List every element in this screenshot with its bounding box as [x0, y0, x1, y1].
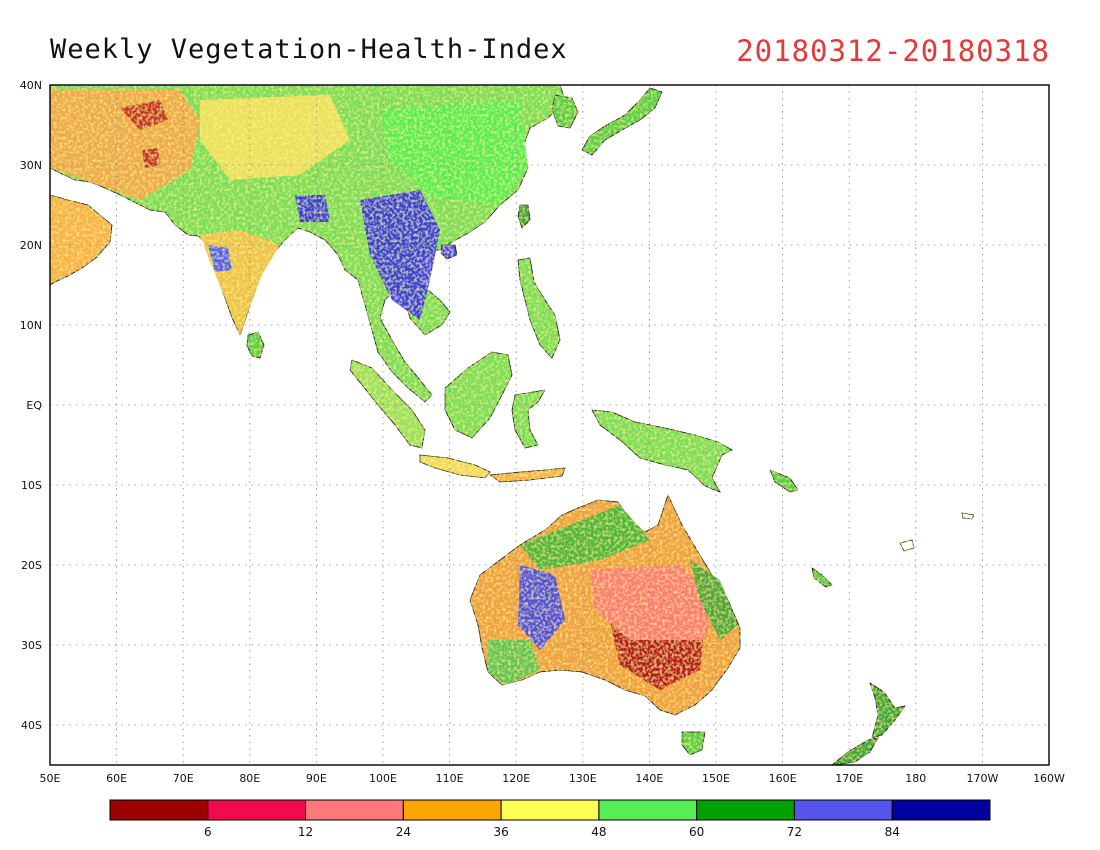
colorbar-swatch	[500, 799, 600, 821]
new-guinea	[591, 409, 733, 493]
lesser-sunda-islands	[488, 467, 566, 483]
new-zealand-south	[831, 737, 879, 765]
australia-west-blue	[518, 565, 565, 650]
colorbar-label: 48	[591, 825, 606, 839]
lat-tick-label: EQ	[26, 399, 42, 412]
lat-tick-label: 10N	[20, 319, 42, 332]
lon-tick-label: 50E	[40, 772, 61, 785]
east-china-green	[380, 100, 528, 205]
sri-lanka	[246, 331, 265, 359]
australia-southwest-green	[488, 640, 540, 685]
sulawesi	[511, 389, 546, 449]
fiji	[899, 539, 915, 552]
longitude-labels: 50E 60E 70E 80E 90E 100E 110E 120E 130E 140E 150E 1…	[40, 772, 1066, 785]
colorbar-label: 6	[204, 825, 212, 839]
australia-north-green	[520, 505, 650, 570]
java	[419, 454, 491, 479]
latitude-labels: 40N 30N 20N 10N EQ 10S 20S 30S 40S	[20, 79, 43, 732]
lon-tick-label: 110E	[436, 772, 464, 785]
lat-tick-label: 20N	[20, 239, 42, 252]
colorbar-swatch	[305, 799, 404, 821]
gridlines	[50, 85, 1049, 765]
map-content	[50, 85, 975, 765]
philippines	[517, 257, 561, 359]
colorbar-label: 36	[493, 825, 508, 839]
hainan	[440, 244, 458, 260]
colorbar-swatch	[696, 799, 795, 821]
lon-tick-label: 80E	[239, 772, 260, 785]
lon-tick-label: 100E	[369, 772, 397, 785]
sumatra	[349, 359, 426, 449]
colorbar-swatch	[598, 799, 698, 821]
lat-tick-label: 40S	[21, 719, 42, 732]
japan	[581, 87, 663, 156]
australia-pink	[590, 565, 715, 640]
arabia-landmass	[50, 194, 113, 286]
lon-tick-label: 90E	[306, 772, 327, 785]
tasmania	[681, 731, 706, 756]
red-patch-1	[120, 100, 168, 130]
india-blue-patch	[208, 245, 232, 272]
lon-tick-label: 170W	[966, 772, 998, 785]
lon-tick-label: 120E	[502, 772, 530, 785]
lat-tick-label: 10S	[21, 479, 42, 492]
map-title: Weekly Vegetation-Health-Index	[50, 34, 568, 65]
borneo	[444, 351, 513, 439]
tibet-yellow	[200, 95, 350, 180]
new-zealand-north	[869, 682, 906, 739]
solomon-islands	[769, 469, 799, 493]
lon-tick-label: 60E	[106, 772, 127, 785]
bangladesh-blue	[295, 195, 330, 222]
lon-tick-label: 160W	[1033, 772, 1065, 785]
colorbar-label: 12	[298, 825, 313, 839]
lat-tick-label: 20S	[21, 559, 42, 572]
new-caledonia	[811, 567, 833, 588]
indochina-blue	[360, 190, 440, 320]
lon-tick-label: 170E	[835, 772, 863, 785]
taiwan	[517, 204, 531, 229]
lon-tick-label: 130E	[569, 772, 597, 785]
colorbar-label: 72	[787, 825, 802, 839]
lon-tick-label: 150E	[702, 772, 730, 785]
colorbar-swatch	[109, 799, 209, 821]
australia-east-green	[690, 560, 738, 640]
colorbar-swatch	[207, 799, 307, 821]
lon-tick-label: 160E	[769, 772, 797, 785]
lat-tick-label: 30N	[20, 159, 42, 172]
colorbar-swatch	[793, 799, 893, 821]
colorbar-swatch	[402, 799, 502, 821]
map-frame	[49, 84, 1050, 766]
colorbar-label: 60	[689, 825, 704, 839]
colorbar-swatch	[891, 799, 991, 821]
red-patch-2	[142, 148, 160, 168]
lat-tick-label: 40N	[20, 79, 42, 92]
colorbar: 6 12 24 36 48 60 72 84	[109, 799, 991, 839]
small-island-east	[961, 512, 975, 520]
lon-tick-label: 140E	[635, 772, 663, 785]
lon-tick-label: 70E	[173, 772, 194, 785]
lat-tick-label: 30S	[21, 639, 42, 652]
korea	[551, 94, 579, 129]
colorbar-label: 84	[885, 825, 900, 839]
lon-tick-label: 180	[905, 772, 926, 785]
date-range: 20180312-20180318	[736, 34, 1050, 68]
colorbar-label: 24	[396, 825, 411, 839]
